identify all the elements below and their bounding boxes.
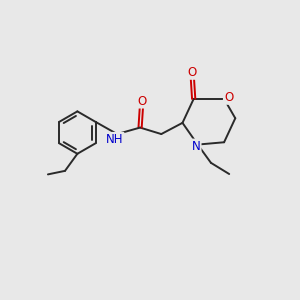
- Text: N: N: [192, 140, 201, 152]
- Text: O: O: [224, 91, 233, 104]
- Text: O: O: [137, 94, 146, 108]
- Text: O: O: [188, 66, 197, 79]
- Text: NH: NH: [106, 133, 124, 146]
